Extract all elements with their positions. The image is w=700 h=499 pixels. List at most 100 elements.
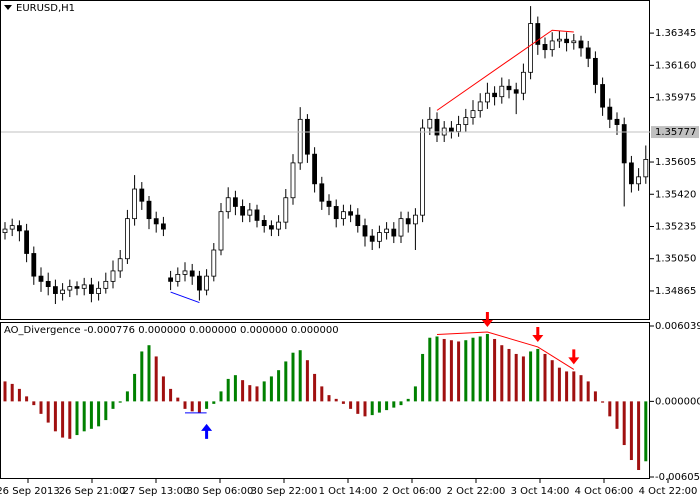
candle-body — [636, 176, 641, 185]
price-panel — [0, 0, 650, 320]
ao-bar — [507, 348, 511, 402]
candle-body — [521, 71, 526, 94]
candle-body — [614, 118, 620, 125]
ao-bar — [622, 401, 626, 446]
ao-bar — [442, 338, 446, 402]
candle-body — [261, 219, 267, 227]
candle-body — [340, 211, 346, 220]
ao-bar — [226, 378, 230, 402]
ao-bar — [644, 401, 648, 462]
ao-bar — [550, 360, 554, 402]
ao-bar — [32, 401, 36, 406]
candle-body — [211, 249, 217, 277]
candle-body — [369, 235, 375, 242]
candle-body — [427, 118, 433, 129]
ao-bar — [75, 401, 79, 436]
chart-title: EURUSD,H1 — [16, 3, 75, 14]
ao-bar — [269, 376, 273, 402]
candle-body — [607, 106, 613, 120]
ao-bar — [125, 391, 129, 402]
candle-body — [621, 124, 627, 164]
x-tick-label: 2 Oct 06:00 — [383, 486, 442, 497]
candle-body — [470, 110, 476, 118]
ao-bar — [111, 401, 115, 409]
divergence-arrow — [532, 326, 544, 342]
y-tick-label: 0.006039 — [655, 321, 700, 332]
ao-bar — [334, 398, 338, 402]
ao-bar — [161, 376, 165, 402]
ao-bar — [579, 375, 583, 402]
y-tick-label: 0.000000 — [655, 396, 700, 407]
ao-bar — [565, 371, 569, 402]
ao-bar — [521, 356, 525, 402]
candle-body — [74, 286, 80, 289]
ao-bar — [133, 373, 137, 402]
candle-body — [477, 101, 483, 112]
candle-body — [463, 117, 469, 125]
candle-body — [89, 284, 94, 294]
ao-bar — [10, 383, 14, 402]
divergence-arrow — [481, 311, 493, 327]
candle-body — [348, 211, 354, 216]
candle-body — [578, 40, 584, 49]
ao-bar — [205, 401, 209, 409]
ao-bar — [514, 353, 518, 402]
candle-body — [125, 218, 130, 260]
candle-body — [247, 209, 253, 216]
candle-body — [557, 38, 562, 42]
candle-body — [499, 85, 505, 98]
candle-body — [600, 84, 605, 108]
ao-bar — [500, 345, 504, 402]
x-tick-label: 26 Sep 21:00 — [59, 486, 126, 497]
ao-bar — [248, 385, 252, 402]
candle-body — [24, 230, 30, 254]
candle-body — [448, 127, 454, 132]
ao-bar — [68, 401, 72, 439]
candle-body — [528, 23, 533, 73]
ao-bar — [629, 401, 633, 461]
candle-body — [398, 218, 404, 237]
candle-body — [593, 57, 598, 85]
ao-bar — [46, 401, 50, 423]
divergence-line — [436, 331, 575, 370]
ao-bar — [25, 396, 29, 402]
y-tick-label: 1.35605 — [655, 157, 696, 168]
ao-bar — [428, 337, 432, 402]
ao-bar — [529, 351, 533, 402]
ao-bar — [147, 345, 151, 402]
candle-body — [629, 162, 634, 185]
x-tick-label: 4 Oct 06:00 — [575, 486, 634, 497]
ao-bar — [118, 401, 122, 403]
ao-bar — [457, 341, 461, 402]
candle-body — [189, 270, 195, 277]
candle-body — [405, 218, 411, 225]
candle-body — [45, 280, 51, 287]
x-tick-label: 27 Sep 13:00 — [123, 486, 190, 497]
ao-bar — [608, 401, 612, 417]
ao-bar — [97, 401, 101, 427]
ao-bar — [435, 336, 439, 402]
y-tick-label: 1.35235 — [655, 221, 696, 232]
ao-bar — [413, 386, 417, 402]
indicator-title: AO_Divergence -0.000776 0.000000 0.00000… — [4, 325, 339, 336]
ao-bar — [615, 401, 619, 429]
candle-body — [53, 286, 58, 294]
candle-body — [297, 118, 303, 164]
candle-body — [434, 118, 440, 136]
ao-bar — [363, 401, 367, 417]
x-tick-label: 3 Oct 14:00 — [511, 486, 570, 497]
x-tick-label: 30 Sep 06:00 — [187, 486, 254, 497]
candle-body — [513, 89, 519, 94]
ao-bar — [39, 401, 43, 414]
ao-bar — [327, 395, 331, 402]
ao-bar — [485, 333, 489, 402]
candle-body — [484, 92, 490, 103]
candle-body — [139, 188, 145, 202]
ao-bar — [197, 401, 201, 413]
candle-body — [31, 253, 37, 277]
ao-bar — [392, 401, 396, 408]
candle-body — [506, 85, 512, 91]
candle-body — [571, 40, 577, 44]
ao-bar — [17, 388, 21, 402]
